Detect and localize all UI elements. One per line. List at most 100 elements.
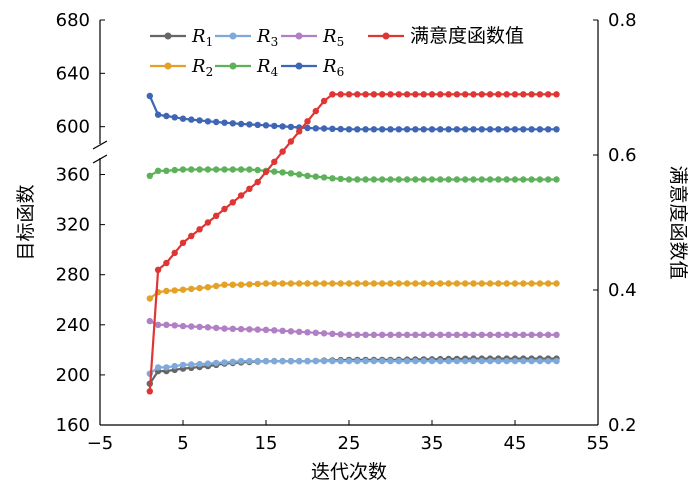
data-point <box>146 388 153 395</box>
data-point <box>312 357 319 365</box>
data-point <box>204 284 212 291</box>
data-point <box>271 327 278 334</box>
data-point <box>262 122 270 129</box>
data-point <box>478 280 485 287</box>
data-point <box>437 331 444 338</box>
data-point <box>279 169 286 176</box>
data-point <box>329 125 336 132</box>
data-point <box>179 239 187 246</box>
data-point <box>246 281 253 288</box>
data-point <box>503 176 510 183</box>
data-point <box>337 357 344 365</box>
legend-swatch-marker <box>164 62 172 70</box>
data-point <box>470 91 477 98</box>
data-point <box>395 91 402 98</box>
data-point <box>304 118 311 125</box>
data-point <box>354 126 361 133</box>
y-right-tick-label: 0.2 <box>608 415 637 436</box>
data-point <box>545 91 552 98</box>
data-point <box>296 171 303 178</box>
data-point <box>179 286 187 293</box>
data-point <box>204 324 212 331</box>
data-point <box>503 280 510 287</box>
data-point <box>370 126 378 133</box>
data-point <box>287 123 295 131</box>
data-point <box>462 176 469 183</box>
data-point <box>420 176 427 183</box>
data-point <box>362 357 369 365</box>
data-point <box>188 323 195 330</box>
legend-label: R3 <box>256 26 278 49</box>
data-point <box>271 168 278 175</box>
data-point <box>229 358 236 365</box>
data-point <box>445 280 452 287</box>
data-point <box>213 118 220 126</box>
data-point <box>163 287 170 295</box>
data-point <box>395 176 402 183</box>
data-point <box>545 331 552 338</box>
data-point <box>503 126 510 133</box>
data-point <box>437 280 444 287</box>
x-tick-label: 15 <box>255 433 278 454</box>
data-point <box>545 280 552 287</box>
y-left-tick-label: 320 <box>56 215 90 236</box>
data-point <box>412 176 419 183</box>
data-point <box>271 357 278 365</box>
data-point <box>337 125 344 133</box>
data-point <box>320 174 328 181</box>
data-point <box>237 166 245 173</box>
data-point <box>553 331 560 338</box>
data-point <box>188 232 195 240</box>
data-point <box>204 166 212 173</box>
data-point <box>146 92 153 100</box>
data-point <box>478 91 485 98</box>
data-point <box>213 212 220 219</box>
data-point <box>146 295 153 302</box>
data-point <box>462 91 469 98</box>
data-point <box>470 176 477 183</box>
data-point <box>453 91 461 98</box>
data-point <box>412 357 419 365</box>
data-point <box>495 91 502 98</box>
data-point <box>470 126 477 133</box>
data-point <box>345 176 353 183</box>
data-point <box>536 357 544 365</box>
data-point <box>453 331 461 338</box>
data-point <box>279 280 286 287</box>
data-point <box>304 329 311 336</box>
data-point <box>287 138 295 145</box>
legend-label: R2 <box>191 56 213 79</box>
data-point <box>354 91 361 98</box>
y-left-tick-label: 280 <box>56 265 90 286</box>
data-point <box>403 91 411 98</box>
data-point <box>312 329 319 336</box>
data-point <box>163 321 170 328</box>
data-point <box>486 331 494 338</box>
data-point <box>179 115 187 122</box>
data-point <box>528 126 535 133</box>
legend-label: 满意度函数值 <box>410 25 524 47</box>
y-left-tick-label: 600 <box>56 117 90 138</box>
data-point <box>254 357 261 365</box>
data-point <box>337 280 344 287</box>
data-point <box>171 362 178 370</box>
data-point <box>511 176 519 183</box>
data-point <box>453 126 461 133</box>
data-point <box>188 285 195 293</box>
data-point <box>428 126 436 133</box>
x-tick-label: 35 <box>421 433 444 454</box>
data-point <box>345 91 353 98</box>
data-point <box>445 357 452 365</box>
series-line-r6 <box>148 95 557 131</box>
data-point <box>196 284 203 292</box>
data-point <box>370 280 378 287</box>
legend-label: R4 <box>256 56 279 79</box>
data-point <box>237 357 245 365</box>
data-point <box>163 259 170 267</box>
data-point <box>345 280 353 287</box>
data-point <box>370 331 378 338</box>
legend-swatch-marker <box>229 62 237 70</box>
data-point <box>536 91 544 98</box>
data-point <box>154 266 162 273</box>
